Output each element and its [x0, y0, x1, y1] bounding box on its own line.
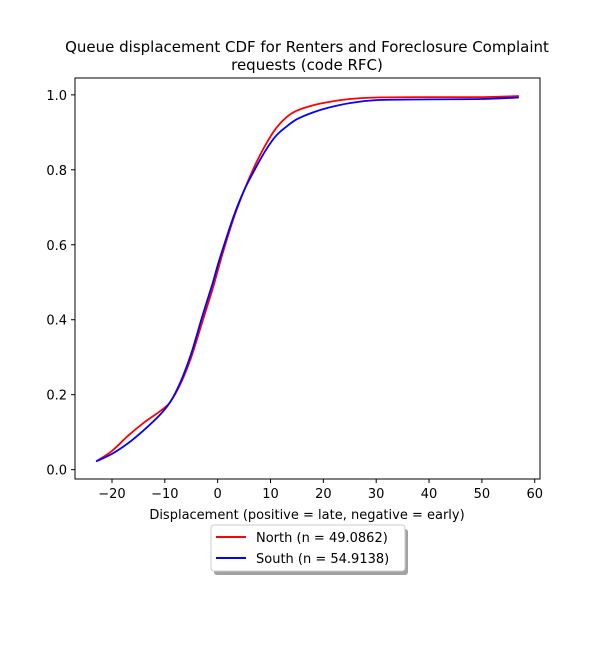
x-tick-label: −10	[151, 487, 178, 502]
x-tick-label: 10	[262, 487, 279, 502]
x-tick-label: 60	[526, 487, 543, 502]
legend-label-north: North (n = 49.0862)	[256, 531, 388, 546]
x-axis-label: Displacement (positive = late, negative …	[149, 508, 464, 523]
y-axis: 0.0 0.2 0.4 0.6 0.8 1.0	[46, 89, 75, 479]
legend-label-south: South (n = 54.9138)	[256, 552, 389, 567]
x-tick-label: 20	[315, 487, 332, 502]
legend: North (n = 49.0862) South (n = 54.9138)	[210, 524, 408, 575]
y-tick-label: 0.8	[46, 164, 67, 179]
chart-title-line-2: requests (code RFC)	[231, 56, 383, 74]
plot-frame	[74, 77, 541, 480]
x-tick-label: −20	[98, 487, 125, 502]
series-layer	[95, 95, 519, 463]
y-tick-label: 1.0	[46, 89, 67, 104]
legend-box	[210, 524, 406, 572]
x-tick-label: 0	[214, 487, 222, 502]
x-tick-label: 50	[474, 487, 491, 502]
y-tick-label: 0.2	[46, 389, 67, 404]
plot-area	[74, 77, 541, 480]
y-tick-label: 0.0	[46, 464, 67, 479]
y-tick-label: 0.6	[46, 239, 67, 254]
series-line-south	[95, 96, 519, 463]
x-axis: −20 −10 0 10 20 30 40 50 60	[98, 479, 543, 502]
x-tick-label: 40	[421, 487, 438, 502]
y-tick-label: 0.4	[46, 314, 67, 329]
chart-title-line-1: Queue displacement CDF for Renters and F…	[65, 38, 549, 56]
x-tick-label: 30	[368, 487, 385, 502]
